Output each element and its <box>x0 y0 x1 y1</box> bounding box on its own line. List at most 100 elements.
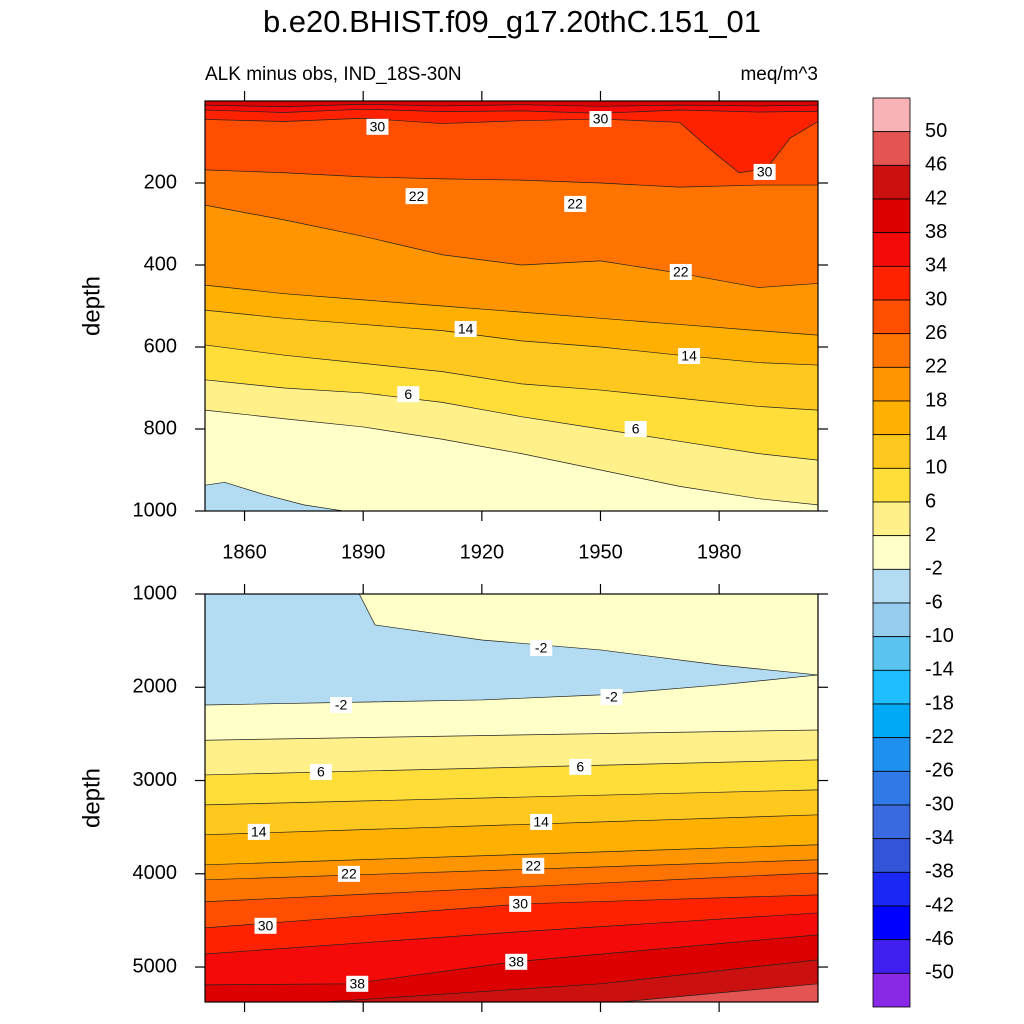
contour-line <box>620 983 818 1002</box>
contour-line <box>205 204 818 288</box>
subtitle-right: meq/m^3 <box>740 64 818 85</box>
colorbar-box <box>872 770 911 806</box>
y-tick-label: 200 <box>144 171 177 193</box>
contour-label-box <box>247 823 270 840</box>
colorbar-box <box>872 164 911 200</box>
contour-label-box <box>600 688 623 705</box>
colorbar-label: -6 <box>925 591 943 613</box>
colorbar-box <box>872 871 911 907</box>
contour-line <box>205 729 818 741</box>
colorbar-label: -42 <box>925 894 954 916</box>
contour-line <box>205 594 818 676</box>
contour-label-box <box>405 188 428 205</box>
contour-label: 22 <box>525 858 541 874</box>
contour-label-box <box>530 639 553 656</box>
contour-line <box>205 789 818 806</box>
contour-line <box>205 934 818 986</box>
contour-label: 38 <box>349 976 365 992</box>
contour-label: 30 <box>757 164 773 180</box>
contour-line <box>205 674 818 706</box>
colorbar-label: 22 <box>925 356 947 378</box>
plot-frame <box>204 100 819 512</box>
y-tick-label: 600 <box>144 335 177 357</box>
colorbar-label: -46 <box>925 928 954 950</box>
colorbar-label: -22 <box>925 726 954 748</box>
y-tick-label: 5000 <box>133 955 178 977</box>
colorbar-box <box>872 232 911 267</box>
contour-label-box <box>397 386 420 403</box>
contour-label-box <box>330 696 353 713</box>
contour-label: 6 <box>632 421 640 437</box>
contour-label-box <box>530 813 553 830</box>
contour-label: -2 <box>335 697 348 713</box>
x-tick-label: 1920 <box>460 541 505 563</box>
plot-area <box>205 101 818 511</box>
contour-label-box <box>337 865 360 882</box>
contour-line <box>205 344 818 411</box>
colorbar-box <box>872 535 911 570</box>
y-axis-label: depth <box>78 276 105 336</box>
contour-line <box>205 814 818 836</box>
contour-label: 6 <box>404 386 412 402</box>
contour-label: 14 <box>681 348 697 364</box>
contour-label-box <box>522 857 545 874</box>
colorbar-label: 34 <box>925 255 947 277</box>
contour-line <box>205 309 818 366</box>
contour-label-box <box>509 895 532 912</box>
contour-line <box>205 872 818 903</box>
colorbar-label: 42 <box>925 187 947 209</box>
colorbar-box <box>872 131 911 166</box>
contour-line <box>205 844 818 866</box>
y-tick-label: 800 <box>144 417 177 439</box>
colorbar-box <box>872 366 911 402</box>
contour-label: 14 <box>458 321 474 337</box>
contour-band <box>205 482 344 511</box>
contour-label: 22 <box>341 866 357 882</box>
contour-label: 30 <box>512 896 528 912</box>
colorbar-label: 18 <box>925 389 947 411</box>
contour-line <box>205 117 818 174</box>
y-tick-label: 1000 <box>133 499 178 521</box>
contour-line <box>205 169 818 188</box>
colorbar-box <box>872 568 911 604</box>
contour-label-box <box>569 758 592 775</box>
contour-line <box>323 959 818 1002</box>
x-tick-label: 1950 <box>578 541 623 563</box>
colorbar-box <box>872 838 911 873</box>
colorbar-label: 6 <box>925 490 936 512</box>
contour-label-box <box>505 953 528 970</box>
contour-line <box>205 103 818 108</box>
contour-label-box <box>454 320 477 337</box>
contour-label: 6 <box>576 759 584 775</box>
colorbar-label: 26 <box>925 322 947 344</box>
contour-line <box>205 859 818 881</box>
colorbar-box <box>872 501 911 537</box>
colorbar-label: 14 <box>925 423 947 445</box>
colorbar-label: -14 <box>925 659 954 681</box>
contour-line <box>205 284 818 336</box>
contour-label: 14 <box>533 814 549 830</box>
contour-label-box <box>753 163 776 180</box>
colorbar-box <box>872 972 911 1008</box>
plot-area <box>205 594 818 1002</box>
colorbar-label: 30 <box>925 288 947 310</box>
colorbar-box <box>872 737 911 772</box>
colorbar-box <box>872 669 911 705</box>
contour-label: -2 <box>605 689 618 705</box>
colorbar-box <box>872 265 911 301</box>
colorbar-label: -34 <box>925 827 954 849</box>
colorbar-label: 38 <box>925 221 947 243</box>
y-tick-label: 3000 <box>133 769 178 791</box>
colorbar-box <box>872 467 911 503</box>
contour-label: 22 <box>409 188 425 204</box>
x-tick-label: 1980 <box>697 541 742 563</box>
colorbar-box <box>872 333 911 368</box>
contour-label-box <box>366 118 389 135</box>
colorbar-label: -38 <box>925 861 954 883</box>
contour-band <box>323 959 818 1002</box>
contour-label: -2 <box>535 640 548 656</box>
y-tick-label: 1000 <box>133 582 178 604</box>
y-tick-label: 400 <box>144 253 177 275</box>
contour-line <box>205 912 818 955</box>
colorbar-box <box>872 804 911 840</box>
